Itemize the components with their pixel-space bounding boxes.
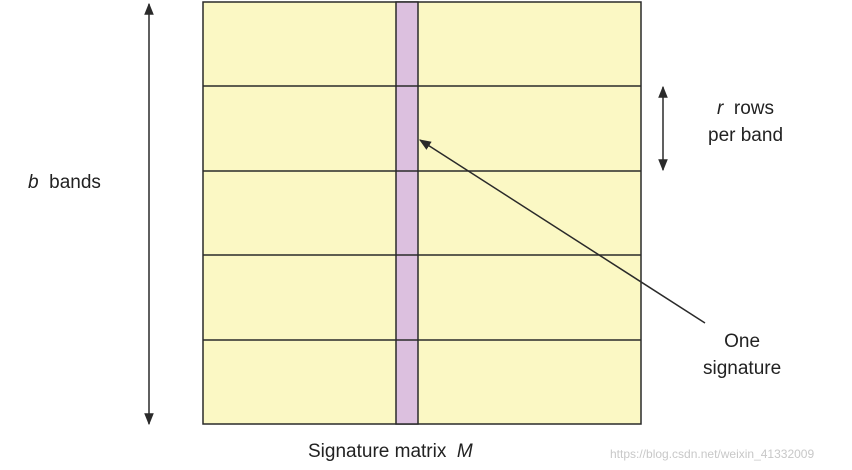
bands-text: bands — [49, 172, 101, 193]
matrix-variable: M — [456, 441, 473, 462]
signature-matrix — [202, 1, 642, 425]
rows-per-band-label: r rows per band — [708, 95, 783, 149]
matrix-caption: Signature matrix M — [308, 441, 473, 463]
one-text: One — [724, 331, 761, 352]
signature-column — [395, 1, 419, 425]
rows-text: rows — [733, 98, 775, 119]
bands-variable: b — [28, 172, 39, 193]
signature-pointer-arrow — [418, 139, 706, 324]
one-signature-label: One signature — [703, 328, 781, 382]
signature-column-dividers — [396, 85, 418, 341]
matrix-caption-text: Signature matrix — [308, 441, 447, 462]
rows-variable: r — [717, 98, 724, 119]
band-dividers — [203, 85, 641, 341]
bands-label: b bands — [28, 172, 101, 194]
signature-text: signature — [703, 358, 782, 379]
watermark: https://blog.csdn.net/weixin_41332009 — [610, 447, 815, 461]
per-band-text: per band — [708, 125, 784, 146]
